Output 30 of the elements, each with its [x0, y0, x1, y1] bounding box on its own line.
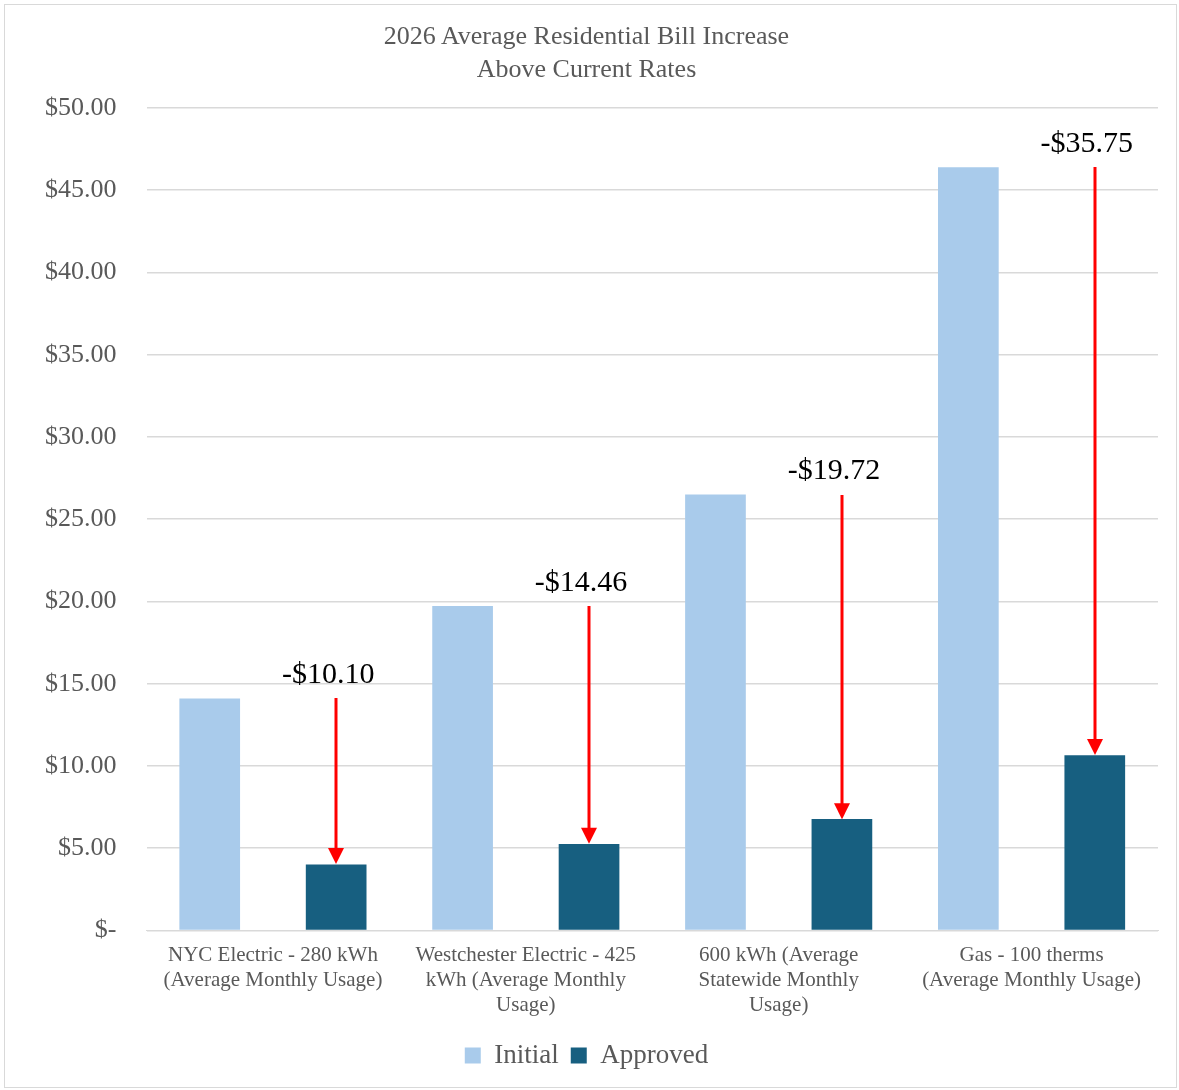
annotation: -$14.46 — [534, 563, 628, 597]
y-tick-label: $25.00 — [45, 503, 117, 533]
annotation: -$10.10 — [281, 656, 375, 690]
y-tick-label: $10.00 — [45, 749, 117, 779]
y-tick-label: $- — [94, 914, 117, 944]
annotation: -$35.75 — [1040, 125, 1134, 159]
x-tick-label: Westchester Electric - 425 kWh (Average Monthly Usage) — [415, 941, 637, 1016]
bar — [179, 698, 241, 930]
bar — [305, 864, 367, 930]
bar — [685, 494, 746, 930]
x-tick-label: 600 kWh (Average Statewide Monthly Usage) — [698, 941, 860, 1016]
y-tick-label: $45.00 — [45, 174, 117, 204]
bar — [432, 606, 493, 930]
bar — [938, 167, 999, 930]
y-tick-label: $40.00 — [45, 256, 117, 286]
x-tick-label: Gas - 100 therms (Average Monthly Usage) — [922, 941, 1141, 991]
chart-title: 2026 Average Residential Bill Increase Above Current Rates — [383, 21, 790, 83]
bar — [558, 843, 620, 930]
legend-label: Initial — [494, 1038, 559, 1069]
legend-label: Approved — [600, 1038, 709, 1069]
bar — [811, 818, 873, 930]
y-tick-label: $50.00 — [45, 91, 117, 121]
y-tick-label: $35.00 — [45, 338, 117, 368]
bar — [1064, 755, 1126, 930]
x-tick-label: NYC Electric - 280 kWh (Average Monthly Usage) — [163, 941, 383, 991]
y-tick-label: $20.00 — [45, 585, 117, 615]
y-tick-label: $5.00 — [58, 831, 117, 861]
y-tick-label: $15.00 — [45, 667, 117, 697]
annotation: -$19.72 — [787, 452, 881, 486]
y-tick-label: $30.00 — [45, 420, 117, 450]
